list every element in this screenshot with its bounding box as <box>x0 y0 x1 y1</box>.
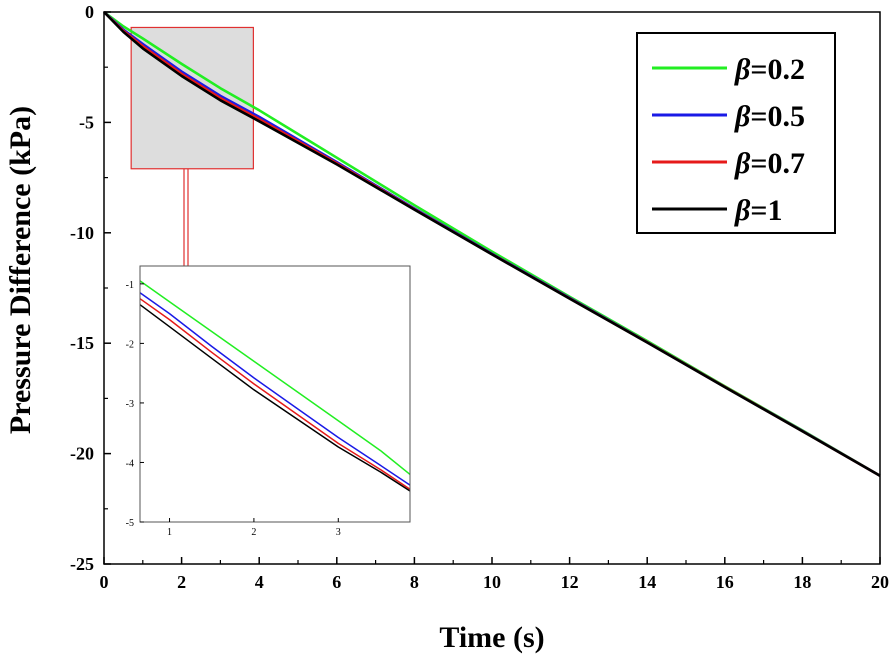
legend: β=0.2 β=0.5 β=0.7 β=1 <box>636 32 836 234</box>
zoom-connector <box>183 168 189 266</box>
main-x-tick-label: 12 <box>561 572 579 592</box>
legend-box <box>636 32 836 234</box>
y-axis-title: Pressure Difference (kPa) <box>4 106 37 434</box>
main-x-tick-label: 14 <box>638 572 656 592</box>
inset-y-axis-ticks: -1 -2 -3 -4 -5 <box>126 280 144 529</box>
main-y-tick-label: -10 <box>70 223 94 243</box>
legend-label-0: β=0.2 <box>734 53 805 86</box>
inset-x-tick-label: 2 <box>251 527 256 538</box>
main-y-axis-ticks: 0 -5 -10 -15 -20 -25 <box>70 2 111 574</box>
inset-x-tick-label: 3 <box>336 527 341 538</box>
inset-x-tick-label: 1 <box>167 527 172 538</box>
inset-x-axis-ticks: 1 2 3 <box>167 518 341 538</box>
main-series-line-3 <box>103 11 881 477</box>
inset-y-tick-label: -4 <box>126 458 134 469</box>
main-y-tick-label: -20 <box>70 444 94 464</box>
legend-items: β=0.2 β=0.5 β=0.7 β=1 <box>652 53 805 227</box>
main-y-tick-label: -5 <box>79 112 94 132</box>
inset-plot-background <box>140 266 410 522</box>
main-x-tick-label: 0 <box>100 572 109 592</box>
inset-plot-frame <box>139 265 411 523</box>
inset-series-line-1 <box>139 292 411 486</box>
main-y-tick-label: -15 <box>70 333 94 353</box>
inset-series-line-0 <box>139 280 411 475</box>
legend-label-2: β=0.7 <box>734 147 805 180</box>
main-y-tick-label: -25 <box>70 554 94 574</box>
x-axis-title: Time (s) <box>439 621 544 654</box>
inset-y-tick-label: -3 <box>126 399 134 410</box>
main-x-tick-label: 10 <box>483 572 501 592</box>
legend-label-3: β=1 <box>734 194 782 227</box>
main-x-tick-label: 2 <box>177 572 186 592</box>
inset-series-line-3 <box>139 304 411 492</box>
main-x-tick-label: 18 <box>793 572 811 592</box>
inset-y-tick-label: -2 <box>126 339 134 350</box>
main-x-tick-label: 4 <box>255 572 264 592</box>
main-y-tick-label: 0 <box>85 2 94 22</box>
inset-series-group <box>139 280 411 492</box>
inset-series-line-2 <box>139 298 411 490</box>
inset-y-tick-label: -1 <box>126 280 134 291</box>
main-x-tick-label: 6 <box>332 572 341 592</box>
main-x-tick-label: 16 <box>716 572 734 592</box>
main-x-axis-ticks: 0 2 4 6 8 10 12 14 16 18 20 <box>100 557 889 592</box>
main-x-tick-label: 8 <box>410 572 419 592</box>
legend-label-1: β=0.5 <box>734 100 805 133</box>
main-series-group <box>103 10 881 477</box>
main-x-tick-label: 20 <box>871 572 889 592</box>
inset-y-tick-label: -5 <box>126 518 134 529</box>
